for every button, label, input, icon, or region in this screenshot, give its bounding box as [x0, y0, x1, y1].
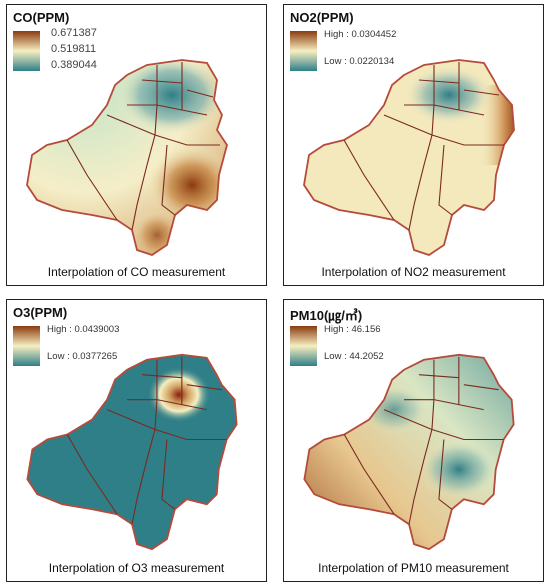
- co-map-caption: Interpolation of CO measurement: [47, 265, 226, 279]
- co-legend-mid: 0.519811: [51, 43, 97, 55]
- no2-legend-low: Low : 0.0220134: [324, 56, 395, 67]
- no2-interpolation-map: [303, 59, 515, 256]
- o3-map-panel: O3(PPM) High : 0.0439003 Low : 0.0377265…: [6, 299, 267, 582]
- no2-legend-high: High : 0.0304452: [324, 29, 397, 40]
- o3-legend-swatch: [13, 326, 40, 366]
- pm10-map-panel: PM10(㎍/㎥) High : 46.156 Low : 44.2052 In…: [283, 299, 544, 582]
- pm10-legend-low: Low : 44.2052: [324, 351, 384, 362]
- o3-legend-low: Low : 0.0377265: [47, 351, 118, 362]
- no2-legend-swatch: [290, 31, 317, 71]
- o3-interpolation-map: [26, 353, 238, 551]
- co-interpolation-map: [26, 59, 228, 256]
- co-legend-high: 0.671387: [51, 27, 97, 39]
- pm10-legend-swatch: [290, 326, 317, 366]
- no2-map-panel: NO2(PPM) High : 0.0304452 Low : 0.022013…: [283, 4, 544, 286]
- co-legend-low: 0.389044: [51, 59, 97, 71]
- pm10-panel-title: PM10(㎍/㎥): [290, 308, 363, 323]
- co-legend-swatch: [13, 31, 40, 71]
- no2-map-caption: Interpolation of NO2 measurement: [321, 265, 506, 279]
- co-map-panel: CO(PPM) 0.671387 0.519811 0.389044 Inter…: [6, 4, 267, 286]
- co-panel-title: CO(PPM): [13, 10, 70, 25]
- no2-panel-title: NO2(PPM): [290, 10, 354, 25]
- o3-map-caption: Interpolation of O3 measurement: [48, 561, 225, 575]
- pm10-interpolation-map: [303, 353, 515, 551]
- o3-panel-title: O3(PPM): [13, 305, 68, 320]
- pm10-legend-high: High : 46.156: [324, 324, 381, 335]
- o3-legend-high: High : 0.0439003: [47, 324, 120, 335]
- pm10-map-caption: Interpolation of PM10 measurement: [318, 561, 509, 575]
